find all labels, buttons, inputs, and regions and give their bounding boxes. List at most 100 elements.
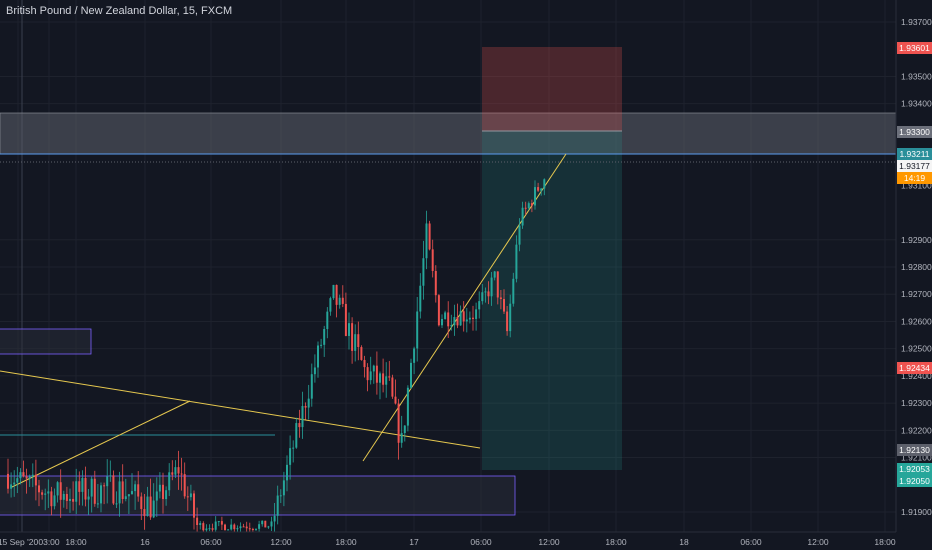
candle-body — [360, 347, 363, 360]
candle-body — [416, 311, 419, 349]
candle-body — [317, 345, 319, 368]
candle-body — [310, 374, 313, 399]
time-tick-label: 18:00 — [335, 537, 357, 547]
demand-zone-box — [0, 475, 516, 516]
candle-body — [375, 365, 378, 383]
candle-body — [7, 473, 9, 489]
candle-body — [282, 480, 285, 496]
candle-body — [183, 474, 186, 497]
candle-body — [496, 271, 499, 298]
candle-body — [255, 528, 257, 530]
candle-body — [211, 528, 214, 530]
candle-body — [19, 472, 22, 479]
time-tick-label: 16 — [140, 537, 150, 547]
candle-body — [236, 528, 239, 530]
stop-price-tag: 1.93601 — [897, 42, 932, 54]
candle-body — [413, 348, 416, 363]
time-tick-label: 06:00 — [200, 537, 222, 547]
candle-body — [484, 291, 487, 293]
candle-body — [441, 318, 443, 326]
candle-body — [366, 367, 369, 381]
candle-body — [341, 297, 344, 304]
price-tick-label: 1.92600 — [901, 316, 932, 326]
candle-body — [165, 490, 168, 500]
price-tick-label: 1.92500 — [901, 344, 932, 354]
candle-body — [143, 509, 146, 517]
candle-body — [44, 493, 47, 495]
last-price-tag: 1.93177 — [897, 160, 932, 172]
candle-body — [149, 496, 152, 518]
candle-body — [354, 334, 357, 351]
price-tick-label: 1.91900 — [901, 507, 932, 517]
candle-body — [124, 496, 127, 500]
candle-body — [462, 311, 465, 322]
time-tick-label: 12:00 — [538, 537, 560, 547]
candle-body — [320, 344, 323, 346]
candle-body — [295, 423, 298, 448]
candle-body — [490, 277, 493, 297]
time-tick-label: 18:00 — [874, 537, 896, 547]
candle-body — [31, 474, 34, 477]
candle-body — [382, 373, 385, 385]
time-tick-label: 06:00 — [740, 537, 762, 547]
candle-body — [332, 284, 335, 299]
time-tick-label: 18 — [679, 537, 689, 547]
candle-body — [397, 403, 400, 443]
candle-body — [25, 476, 28, 479]
candle-body — [251, 529, 254, 531]
take-profit-zone — [482, 131, 622, 470]
time-tick-label: 17 — [409, 537, 419, 547]
candle-body — [363, 359, 366, 368]
candle-body — [351, 323, 354, 351]
candle-body — [131, 491, 133, 495]
zone-top-price-tag: 1.93300 — [897, 126, 932, 138]
price-tick-label: 1.92800 — [901, 262, 932, 272]
candle-body — [84, 477, 87, 500]
candle-body — [261, 520, 264, 525]
candle-body — [233, 524, 236, 530]
symbol-title[interactable]: British Pound / New Zealand Dollar, 15, … — [6, 5, 233, 17]
candle-body — [431, 249, 434, 271]
candle-body — [456, 317, 459, 326]
candle-body — [512, 278, 515, 304]
left-zone-box — [0, 328, 92, 355]
candle-body — [152, 500, 155, 518]
candle-body — [540, 188, 543, 191]
candle-body — [338, 297, 341, 305]
candle-body — [534, 187, 536, 206]
candle-body — [239, 526, 242, 529]
candle-body — [344, 303, 347, 336]
target-price-tag-b: 1.92050 — [897, 475, 932, 487]
candle-body — [103, 485, 106, 487]
candle-body — [227, 529, 230, 531]
candle-body — [59, 482, 62, 500]
candle-body — [230, 524, 233, 530]
candle-body — [527, 203, 530, 209]
candle-body — [115, 503, 118, 505]
candle-body — [28, 476, 31, 479]
candle-body — [189, 493, 192, 498]
candle-body — [298, 423, 301, 428]
candle-body — [335, 284, 338, 305]
candle-body — [428, 223, 431, 250]
price-tick-label: 1.92100 — [901, 453, 932, 463]
time-tick-label: 12:00 — [807, 537, 829, 547]
time-tick-label: 18:00 — [605, 537, 627, 547]
candle-body — [385, 376, 388, 385]
candle-body — [487, 291, 490, 297]
candle-body — [394, 396, 397, 404]
candle-body — [481, 292, 484, 302]
alert-price-tag: 1.92434 — [897, 362, 932, 374]
candle-body — [273, 515, 276, 522]
candle-body — [112, 475, 115, 504]
candle-body — [493, 271, 496, 278]
candle-body — [13, 482, 16, 485]
candle-body — [468, 317, 471, 320]
candle-body — [140, 496, 143, 510]
candle-body — [220, 521, 223, 525]
candle-body — [530, 203, 533, 206]
candle-body — [524, 207, 527, 209]
candle-body — [372, 365, 375, 372]
